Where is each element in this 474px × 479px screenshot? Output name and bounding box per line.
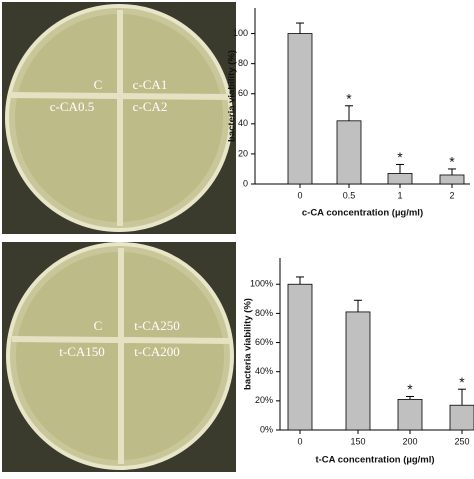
x-tick-label: 0 <box>297 436 302 446</box>
x-tick-label: 200 <box>402 436 417 446</box>
y-tick-label: 60 <box>238 88 248 98</box>
bar <box>336 120 362 185</box>
y-tick-label: 40% <box>255 366 273 376</box>
y-tick-label: 40 <box>238 118 248 128</box>
photo-label: t-CA250 <box>134 318 180 333</box>
y-tick-label: 0 <box>243 178 248 188</box>
photo-2 <box>2 242 236 472</box>
x-axis-label: c-CA concentration (µg/ml) <box>302 208 423 219</box>
significance-label: * <box>346 90 352 106</box>
bar <box>449 404 474 431</box>
bar <box>397 398 423 431</box>
y-tick-label: 80% <box>255 308 273 318</box>
y-tick-label: 100 <box>233 28 248 38</box>
y-axis-label: bacteria viability (%) <box>227 50 238 142</box>
y-axis-label: bacteria viability (%) <box>243 298 254 390</box>
y-tick-label: 20% <box>255 395 273 405</box>
photo-label: C <box>94 318 103 333</box>
photo-label: c-CA1 <box>133 77 168 92</box>
significance-label: * <box>397 149 403 165</box>
x-tick-label: 150 <box>350 436 365 446</box>
x-axis-label: t-CA concentration (µg/ml) <box>315 455 434 466</box>
bar <box>287 283 313 431</box>
photo-label: C <box>94 77 103 92</box>
y-tick-label: 100% <box>250 279 273 289</box>
significance-label: * <box>407 381 413 397</box>
photo-label: t-CA200 <box>134 344 180 359</box>
photo-1 <box>2 2 236 234</box>
x-tick-label: 0.5 <box>343 190 356 200</box>
bar <box>287 33 313 185</box>
significance-label: * <box>449 154 455 170</box>
y-tick-label: 60% <box>255 337 273 347</box>
significance-label: * <box>459 374 465 390</box>
bar <box>345 311 371 431</box>
photo-label: t-CA150 <box>59 344 105 359</box>
x-tick-label: 1 <box>397 190 402 200</box>
y-tick-label: 0% <box>260 424 273 434</box>
bar <box>387 173 413 185</box>
y-tick-label: 20 <box>238 148 248 158</box>
bar <box>439 174 465 185</box>
photo-label: c-CA0.5 <box>50 99 94 114</box>
photo-label: c-CA2 <box>133 99 168 114</box>
y-tick-label: 80 <box>238 58 248 68</box>
x-tick-label: 0 <box>297 190 302 200</box>
x-tick-label: 2 <box>449 190 454 200</box>
x-tick-label: 250 <box>454 436 469 446</box>
